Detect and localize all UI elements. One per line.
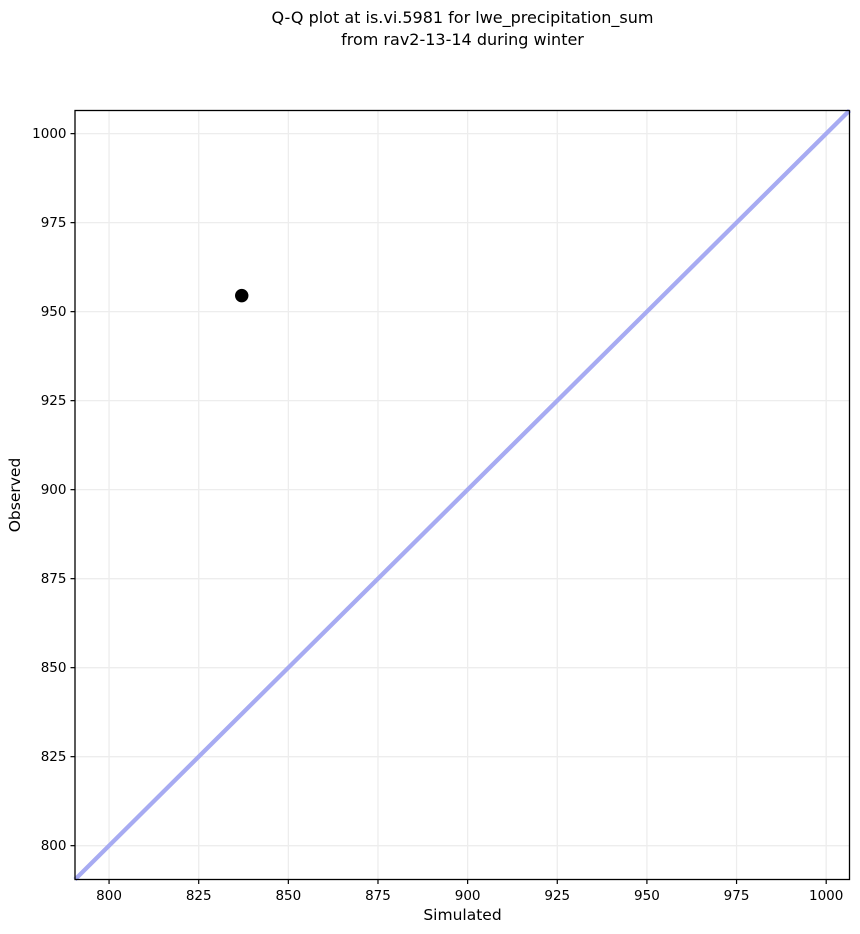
- axes-layer: 800 825 850 875 900 925 950 975 1000 800 825 850 875…: [32, 109, 851, 904]
- y-axis-label: Observed: [6, 457, 24, 533]
- y-tick-label: 900: [41, 482, 67, 498]
- y-tick-label: 850: [41, 660, 67, 676]
- y-tick-label: 800: [41, 838, 67, 854]
- x-tick-label: 850: [275, 888, 301, 904]
- x-tick-label: 1000: [809, 888, 843, 904]
- gridlines-layer: [75, 110, 850, 880]
- chart-title: Q-Q plot at is.vi.5981 for lwe_precipita…: [75, 7, 850, 51]
- qq-point: [235, 288, 249, 303]
- plot-border: [74, 109, 851, 881]
- x-tick-label: 925: [544, 888, 570, 904]
- identity-line: [73, 108, 852, 882]
- plot-data-layer: [73, 108, 852, 882]
- x-tick-label: 825: [186, 888, 212, 904]
- x-tick-label: 800: [96, 888, 122, 904]
- y-tick-label: 875: [41, 571, 67, 587]
- y-tick-label: 1000: [32, 126, 66, 142]
- chart-title-line2: from rav2-13-14 during winter: [341, 30, 584, 49]
- x-tick-label: 975: [724, 888, 750, 904]
- x-tick-label: 900: [455, 888, 481, 904]
- x-tick-label: 875: [365, 888, 391, 904]
- chart-title-line1: Q-Q plot at is.vi.5981 for lwe_precipita…: [271, 8, 654, 27]
- x-axis-label: Simulated: [423, 906, 502, 924]
- y-tick-label: 925: [41, 393, 67, 409]
- y-tick-label: 825: [41, 749, 67, 765]
- x-tick-label: 950: [634, 888, 660, 904]
- y-tick-label: 950: [41, 304, 67, 320]
- y-tick-label: 975: [41, 215, 67, 231]
